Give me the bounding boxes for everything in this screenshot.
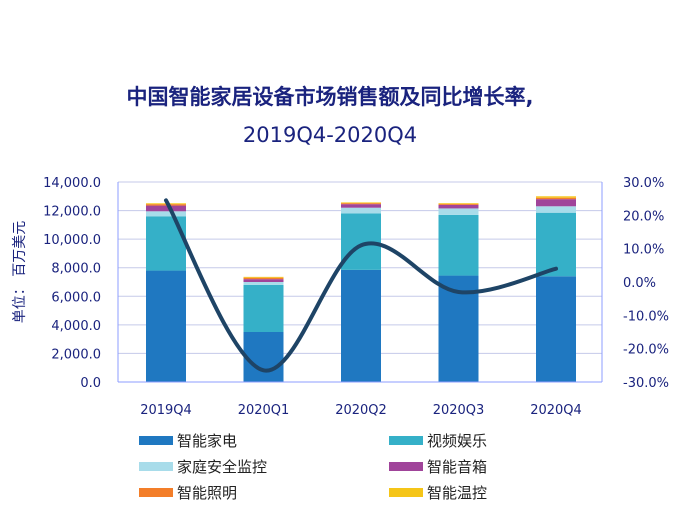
- growth-rate-line: [164, 198, 558, 373]
- y-tick-label: 14,000.0: [43, 176, 101, 191]
- y-tick-label: 4,000.0: [51, 319, 101, 334]
- legend-label: 智能音箱: [427, 458, 487, 476]
- bar-segment: [536, 199, 576, 207]
- bar-segment: [146, 211, 186, 217]
- legend-swatch: [389, 462, 423, 471]
- y2-tick-label: 10.0%: [623, 243, 664, 258]
- bar-segment: [243, 277, 284, 280]
- legend-label: 智能家电: [177, 432, 237, 450]
- x-tick-label: 2020Q2: [335, 403, 387, 418]
- bar-segment: [243, 284, 284, 332]
- y-axis-label: 单位： 百万美元: [12, 221, 28, 323]
- bar-segment: [243, 282, 284, 285]
- legend-swatch: [389, 436, 423, 445]
- bar-segment: [146, 216, 186, 271]
- bar-segment: [341, 269, 381, 382]
- bar-segment: [341, 207, 381, 214]
- legend-label: 智能温控: [427, 484, 487, 502]
- bar-segment: [438, 214, 479, 276]
- chart-subtitle: 2019Q4-2020Q4: [243, 123, 417, 147]
- chart-title: 中国智能家居设备市场销售额及同比增长率,: [127, 85, 534, 109]
- y2-tick-label: 20.0%: [623, 209, 664, 224]
- bar-segment: [438, 204, 479, 209]
- bar-series: [146, 196, 576, 382]
- legend-label: 视频娱乐: [427, 432, 487, 450]
- bar-segment: [341, 202, 381, 204]
- bar-segment: [243, 276, 284, 278]
- bar-segment: [146, 270, 186, 382]
- bar-segment: [536, 196, 576, 198]
- y2-tick-label: 0.0%: [623, 276, 656, 291]
- bar-segment: [243, 332, 284, 382]
- x-tick-label: 2020Q4: [530, 403, 582, 418]
- bar-segment: [438, 208, 479, 215]
- legend-label: 智能照明: [177, 484, 237, 502]
- x-tick-label: 2020Q1: [238, 403, 290, 418]
- y2-tick-label: -20.0%: [623, 343, 669, 358]
- growth-line: [164, 198, 558, 373]
- y-tick-label: 8,000.0: [51, 262, 101, 277]
- y2-tick-label: -30.0%: [623, 376, 669, 391]
- y-tick-label: 2,000.0: [51, 347, 101, 362]
- y2-tick-label: 30.0%: [623, 176, 664, 191]
- y-tick-label: 12,000.0: [43, 205, 101, 220]
- bar-segment: [341, 204, 381, 208]
- bar-segment: [536, 206, 576, 213]
- y2-tick-label: -10.0%: [623, 309, 669, 324]
- legend-swatch: [139, 488, 173, 497]
- bar-segment: [536, 212, 576, 277]
- bar-segment: [146, 204, 186, 206]
- bar-segment: [438, 203, 479, 204]
- bar-segment: [243, 279, 284, 282]
- y-tick-label: 0.0: [80, 376, 101, 391]
- x-tick-label: 2019Q4: [140, 403, 192, 418]
- bar-segment: [536, 276, 576, 382]
- legend-swatch: [139, 462, 173, 471]
- bar-segment: [341, 203, 381, 205]
- legend-swatch: [389, 488, 423, 497]
- bar-segment: [146, 205, 186, 212]
- legend-swatch: [139, 436, 173, 445]
- y-tick-label: 6,000.0: [51, 290, 101, 305]
- bar-segment: [536, 197, 576, 200]
- y-tick-label: 10,000.0: [43, 233, 101, 248]
- bar-segment: [438, 203, 479, 205]
- x-tick-label: 2020Q3: [433, 403, 485, 418]
- legend-label: 家庭安全监控: [177, 458, 267, 476]
- axes: 0.0 2,000.0 4,000.0 6,000.0 8,000.0 10,000.0 1…: [43, 176, 669, 418]
